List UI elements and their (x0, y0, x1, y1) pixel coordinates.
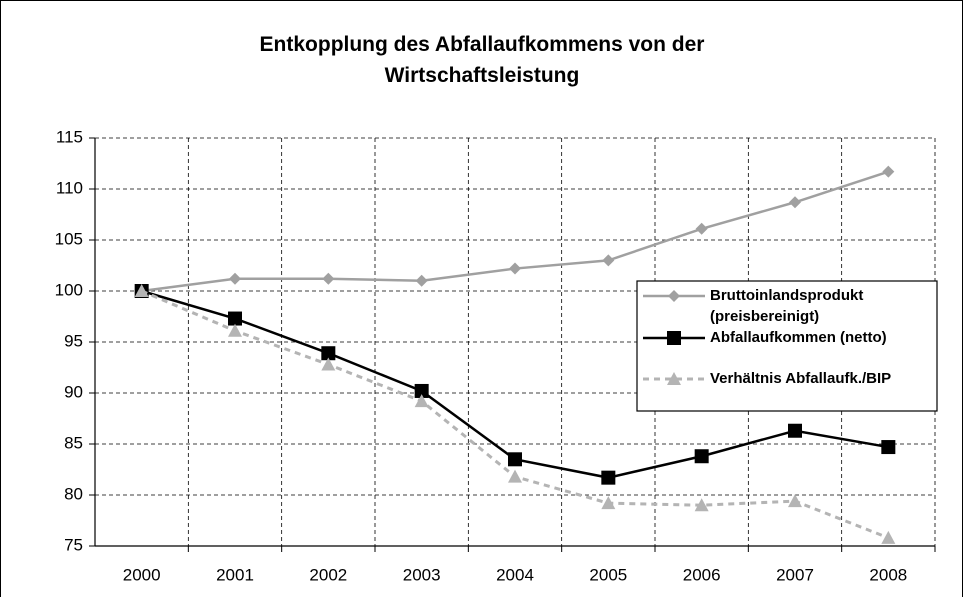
y-tick-label: 115 (56, 127, 83, 146)
y-tick-label: 110 (56, 178, 83, 197)
x-tick-label: 2003 (403, 565, 441, 584)
marker (601, 470, 616, 485)
marker (134, 284, 149, 297)
marker (881, 440, 896, 455)
marker (667, 372, 681, 385)
x-tick-label: 2002 (309, 565, 347, 584)
marker (321, 357, 336, 371)
marker (668, 290, 680, 302)
marker (601, 496, 616, 510)
y-tick-label: 95 (64, 331, 83, 350)
marker (414, 383, 429, 398)
x-tick-label: 2001 (216, 565, 254, 584)
marker (667, 331, 681, 345)
marker (508, 452, 522, 467)
text-line: Verhältnis Abfallaufk./BIP (710, 370, 891, 387)
text-line: Entkopplung des Abfallaufkommens von der (260, 33, 705, 56)
text-line: (preisbereinigt) (710, 308, 819, 325)
marker (509, 262, 521, 275)
y-tick-label: 100 (55, 280, 83, 299)
x-tick-label: 2006 (683, 565, 721, 584)
marker (694, 449, 709, 464)
y-tick-label: 85 (64, 433, 83, 452)
x-tick-label: 2005 (589, 565, 627, 584)
x-tick-label: 2000 (123, 565, 161, 584)
text-line: Wirtschaftsleistung (385, 64, 580, 87)
marker (602, 254, 615, 267)
marker (229, 272, 241, 285)
text-line: Bruttoinlandsprodukt (710, 287, 863, 304)
marker (881, 530, 896, 544)
marker (321, 346, 336, 361)
legend-label: Verhältnis Abfallaufk./BIP (710, 370, 891, 387)
marker (228, 323, 242, 337)
marker (882, 165, 895, 178)
y-tick-label: 75 (64, 535, 83, 554)
marker (414, 394, 429, 408)
marker (508, 469, 522, 483)
marker (788, 494, 802, 508)
y-tick-label: 90 (64, 382, 83, 401)
y-tick-label: 105 (55, 229, 83, 248)
marker (695, 222, 708, 235)
text-line: Abfallaufkommen (netto) (710, 329, 887, 346)
marker (788, 423, 802, 438)
x-tick-label: 2008 (869, 565, 907, 584)
marker (322, 272, 335, 285)
x-tick-label: 2007 (776, 565, 814, 584)
y-tick-label: 80 (64, 484, 83, 503)
marker (228, 311, 242, 326)
marker (789, 196, 801, 209)
legend-box (636, 280, 938, 412)
x-tick-label: 2004 (496, 565, 534, 584)
legend-label: Abfallaufkommen (netto) (710, 329, 887, 346)
marker (415, 274, 428, 287)
legend-label: Bruttoinlandsprodukt (preisbereinigt) (710, 287, 863, 325)
marker (694, 498, 709, 512)
chart-title: Entkopplung des Abfallaufkommens von der… (260, 33, 705, 87)
